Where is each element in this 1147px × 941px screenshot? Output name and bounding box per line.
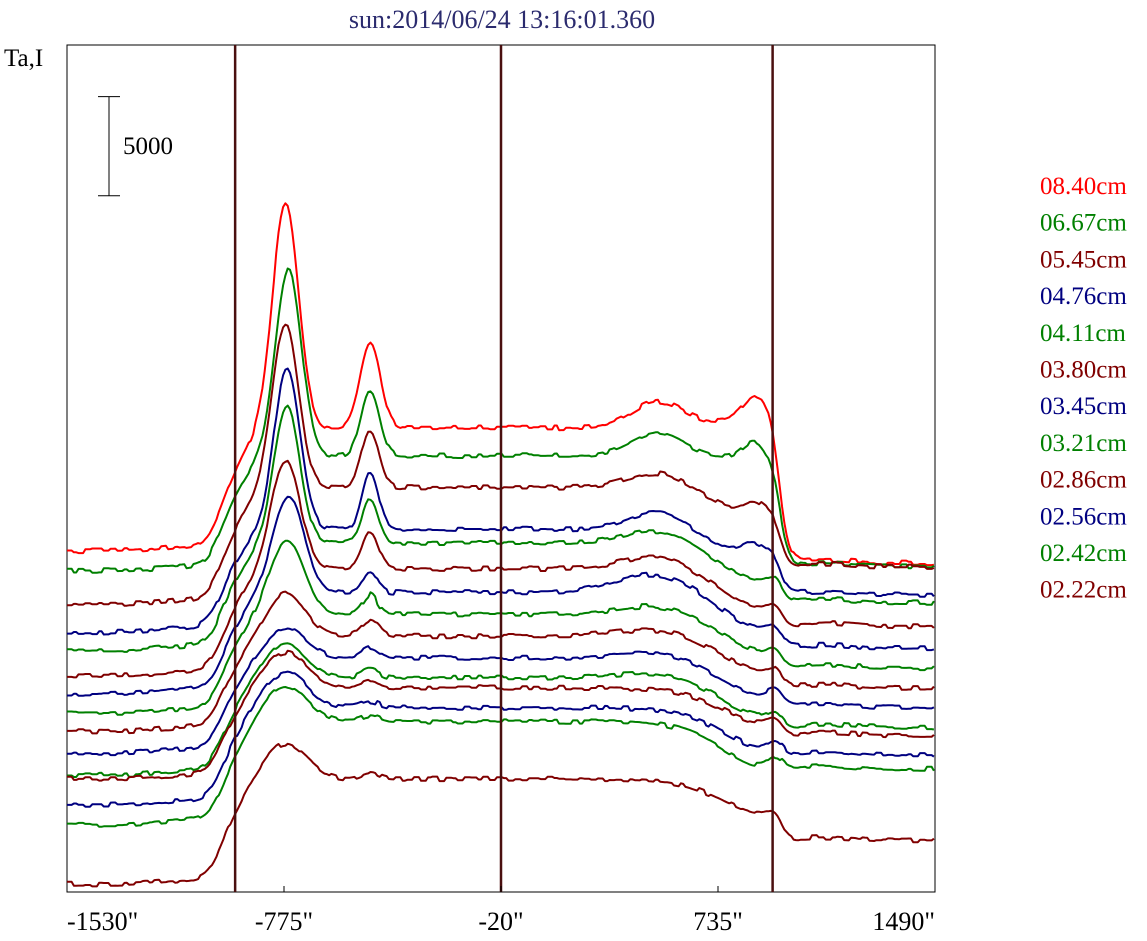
scale-bar-label: 5000 <box>123 133 173 160</box>
legend-entry: 02.56cm <box>1040 503 1127 530</box>
legend-entry: 03.21cm <box>1040 430 1127 457</box>
legend-entry: 05.45cm <box>1040 246 1127 273</box>
legend-entry: 06.67cm <box>1040 210 1127 237</box>
y-axis-label: Ta,I <box>4 45 43 72</box>
legend-entry: 02.42cm <box>1040 540 1127 567</box>
x-tick-label: -1530" <box>67 907 138 936</box>
legend-entry: 03.45cm <box>1040 393 1127 420</box>
x-tick-label: -775" <box>255 907 313 936</box>
legend-entry: 03.80cm <box>1040 357 1127 384</box>
x-tick-label: -20" <box>478 907 523 936</box>
x-tick-label: 735" <box>693 907 743 936</box>
scale-bar: 5000 <box>98 96 173 197</box>
legend: 08.40cm 06.67cm 05.45cm 04.76cm 04.11cm 03.80… <box>1040 173 1127 604</box>
legend-entry: 04.76cm <box>1040 283 1127 310</box>
x-tick-label: 1490" <box>872 907 935 936</box>
legend-entry: 04.11cm <box>1040 320 1126 347</box>
legend-entry: 08.40cm <box>1040 173 1127 200</box>
x-axis-ticks: -1530" -775" -20" 735" 1490" <box>66 886 936 936</box>
chart-title: sun:2014/06/24 13:16:01.360 <box>349 5 655 34</box>
legend-entry: 02.86cm <box>1040 467 1127 494</box>
legend-entry: 02.22cm <box>1040 577 1127 604</box>
vertical-markers <box>233 45 774 892</box>
